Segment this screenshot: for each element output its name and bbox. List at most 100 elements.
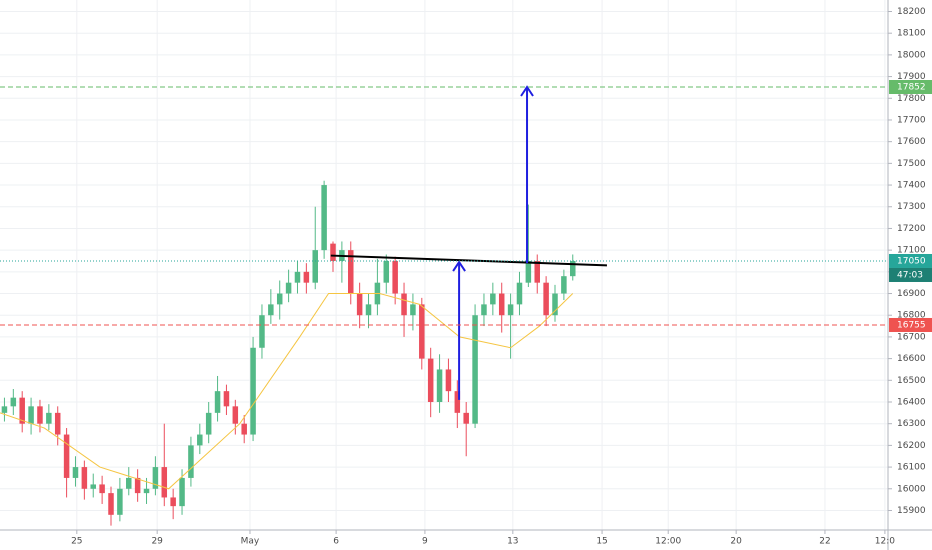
candle-body xyxy=(81,467,88,489)
candle-body xyxy=(321,185,327,251)
candle-body xyxy=(365,304,372,316)
y-tick-label: 16000 xyxy=(897,484,926,494)
candle-body xyxy=(410,304,416,316)
candle-body xyxy=(143,488,150,494)
candle-body xyxy=(268,304,274,316)
y-tick-label: 16300 xyxy=(897,419,926,429)
arrow-head xyxy=(452,260,466,272)
candle-body xyxy=(223,391,230,407)
candle-body xyxy=(117,488,123,515)
candle-body xyxy=(46,412,52,424)
candle-body xyxy=(498,293,505,316)
level-label-bg xyxy=(889,253,932,268)
candle-body xyxy=(1,406,8,413)
x-tick-label: 22 xyxy=(819,537,830,547)
y-tick-label: 16500 xyxy=(897,376,926,386)
y-tick-label: 16600 xyxy=(897,354,926,364)
x-tick-label: 25 xyxy=(71,537,82,547)
y-tick-label: 17500 xyxy=(897,159,926,169)
level-label: 17852 xyxy=(897,82,926,92)
candle-body xyxy=(241,423,247,435)
y-tick-label: 16100 xyxy=(897,463,926,473)
candle-body xyxy=(454,391,461,413)
x-tick-label: 9 xyxy=(422,537,428,547)
candle-body xyxy=(525,260,532,283)
candle-body xyxy=(63,434,70,478)
candle-body xyxy=(516,282,523,305)
plot-layer xyxy=(0,85,888,526)
candle-body xyxy=(37,406,43,424)
candle-body xyxy=(552,293,558,316)
candle-body xyxy=(463,412,469,424)
countdown-label: 47:03 xyxy=(897,270,923,280)
candle-body xyxy=(285,282,292,294)
countdown-bg xyxy=(889,267,932,282)
x-tick-label: 12:00 xyxy=(655,537,681,547)
y-tick-label: 16700 xyxy=(897,332,926,342)
candle-body xyxy=(507,304,514,316)
candle-body xyxy=(472,315,478,424)
candle-body xyxy=(445,369,452,392)
candle-body xyxy=(356,293,363,316)
candle-body xyxy=(108,493,114,515)
y-tick-label: 18100 xyxy=(897,29,926,39)
y-tick-label: 17400 xyxy=(897,181,926,191)
candle-body xyxy=(152,467,159,489)
candle-body xyxy=(392,260,398,294)
candle-body xyxy=(419,304,425,359)
candle-body xyxy=(188,445,194,478)
y-tick-label: 17700 xyxy=(897,115,926,125)
candle-body xyxy=(90,484,96,489)
candle-body xyxy=(534,260,540,283)
candle-body xyxy=(276,293,283,305)
moving-average xyxy=(0,293,574,490)
time-axis-panel xyxy=(0,530,932,550)
arrow-head xyxy=(520,85,534,97)
candle-body xyxy=(28,406,34,424)
level-label-bg xyxy=(889,317,932,332)
x-tick-label: 13 xyxy=(507,537,518,547)
y-tick-label: 18000 xyxy=(897,50,926,60)
candle-body xyxy=(205,412,212,435)
axes-layer: 15900 16000 16100 16200 16300 16400 16500 16600… xyxy=(71,7,932,547)
candle-body xyxy=(561,276,567,294)
candle-body xyxy=(161,467,168,498)
y-tick-label: 16900 xyxy=(897,289,926,299)
candle-body xyxy=(490,293,496,305)
y-tick-label: 16400 xyxy=(897,398,926,408)
y-tick-label: 16200 xyxy=(897,441,926,451)
candle-body xyxy=(72,467,79,478)
level-label: 16755 xyxy=(897,320,926,330)
level-label: 17050 xyxy=(897,256,926,266)
candle-body xyxy=(294,271,301,283)
candle-body xyxy=(214,391,221,413)
candle-body xyxy=(197,434,203,446)
candle-body xyxy=(383,260,390,283)
y-tick-label: 17900 xyxy=(897,72,926,82)
candle-body xyxy=(312,250,318,283)
candle-body xyxy=(543,282,549,316)
candle-body xyxy=(427,358,434,403)
candle-body xyxy=(134,477,141,494)
candle-body xyxy=(259,315,265,348)
y-tick-label: 17100 xyxy=(897,246,926,256)
candle-body xyxy=(170,497,176,507)
candle-body xyxy=(250,347,256,435)
candle-body xyxy=(348,250,354,294)
candle-body xyxy=(481,304,487,316)
x-tick-label: May xyxy=(241,537,260,547)
candle-body xyxy=(99,484,105,494)
candle-body xyxy=(232,406,239,424)
level-label-bg xyxy=(889,79,932,94)
candle-body xyxy=(54,412,61,435)
candle-body xyxy=(303,271,310,283)
y-tick-label: 17200 xyxy=(897,224,926,234)
candle-body xyxy=(401,293,407,316)
candle-body xyxy=(436,369,443,403)
y-tick-label: 18200 xyxy=(897,7,926,17)
trend-line xyxy=(330,254,607,267)
candle-body xyxy=(330,243,336,261)
candle-body xyxy=(126,477,132,489)
candle-body xyxy=(179,477,185,507)
